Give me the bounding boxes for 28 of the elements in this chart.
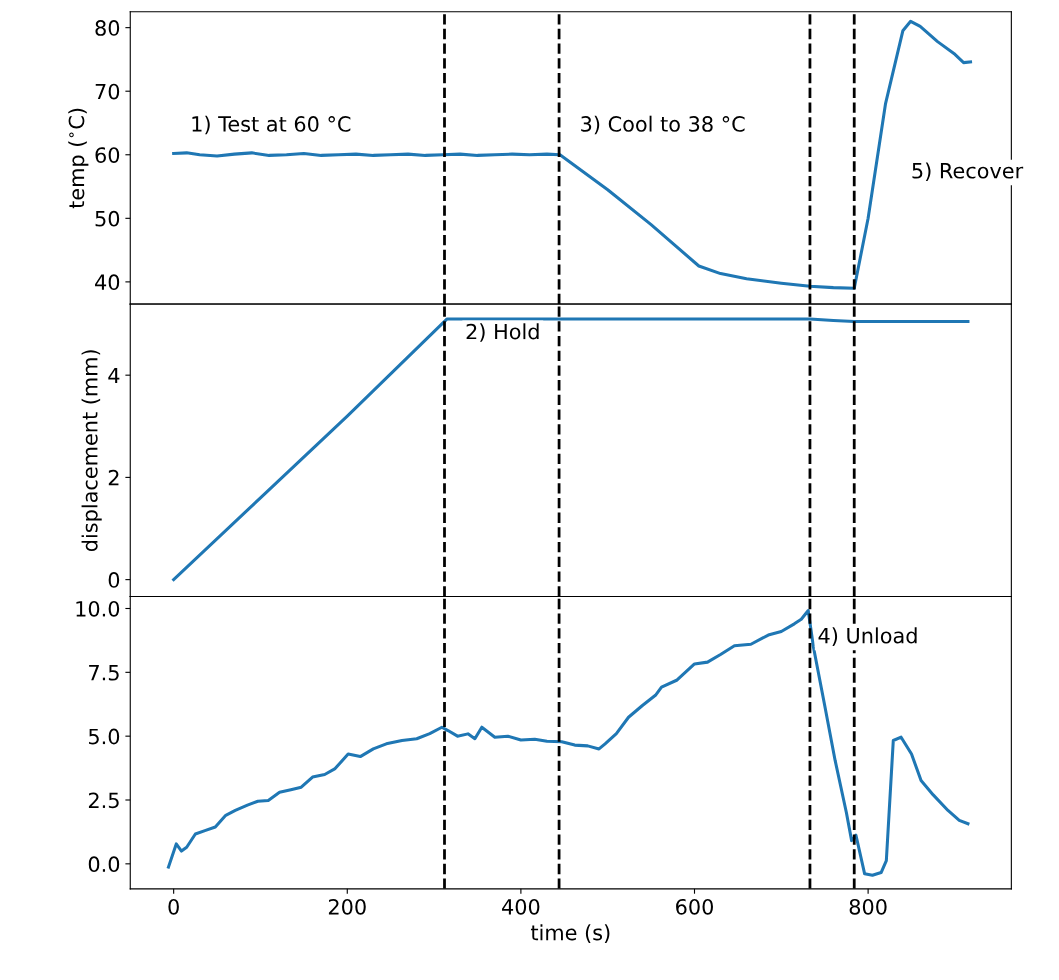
annotation: 2) Hold: [466, 323, 539, 342]
y-tick-label: 7.5: [89, 665, 119, 681]
y-tick-label: 10.0: [76, 600, 120, 617]
y-axis-title: temp ($^{∘}$C): [68, 108, 89, 209]
line-series: [172, 317, 970, 582]
y-axis-title: displacement (mm): [81, 350, 102, 552]
y-tick-label: 50: [95, 210, 120, 227]
y-tick-label: 70: [95, 83, 120, 100]
y-tick-label: 60: [95, 147, 120, 163]
x-tick-label: 600: [676, 898, 713, 915]
x-tick-label: 0: [168, 898, 179, 915]
y-tick-label: 2: [108, 469, 119, 486]
y-tick-label: 80: [95, 20, 120, 36]
x-axis-title: time (s): [530, 924, 610, 943]
y-tick-label: 5.0: [89, 728, 120, 745]
y-tick-label: 40: [95, 274, 120, 291]
y-tick-label: 0: [108, 572, 120, 588]
y-tick-label: 4: [108, 367, 120, 384]
y-tick-label: 2.5: [88, 792, 119, 809]
annotation: 1) Test at 60 °C: [192, 115, 351, 135]
x-tick-label: 200: [328, 898, 366, 915]
x-tick-label: 800: [849, 898, 887, 915]
line-series: [166, 609, 970, 877]
x-tick-label: 400: [502, 898, 540, 915]
annotation: 3) Cool to 38 °C: [581, 115, 745, 135]
annotation: 4) Unload: [818, 627, 917, 646]
annotation: 5) Recover: [912, 162, 1024, 182]
y-tick-label: 0.0: [88, 856, 120, 873]
